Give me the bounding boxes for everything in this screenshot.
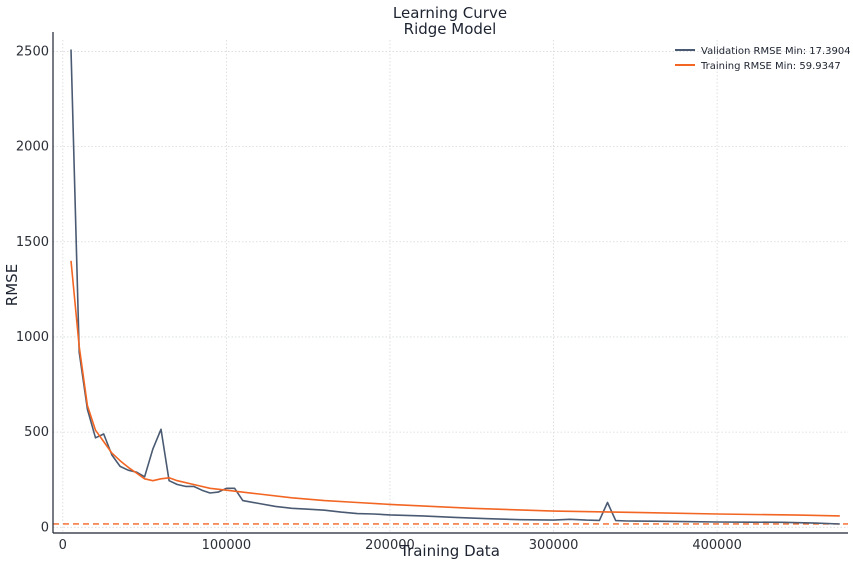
y-axis-title: RMSE	[3, 264, 21, 306]
chart-title: Learning Curve	[393, 4, 507, 22]
axes	[52, 32, 848, 534]
x-tick-label: 200000	[365, 538, 415, 553]
y-tick-label: 0	[41, 520, 49, 535]
x-axis-title: Training Data	[399, 542, 500, 560]
y-tick-label: 1500	[16, 235, 49, 250]
tick-labels: 0 100000 200000 300000 400000 0 500 1000 1500 200…	[16, 44, 742, 553]
legend-label-validation: Validation RMSE Min: 17.3904	[701, 46, 851, 57]
y-tick-label: 2000	[16, 140, 49, 155]
gridlines	[53, 40, 848, 533]
y-tick-label: 1000	[16, 330, 49, 345]
training-rmse-line	[70, 260, 840, 517]
x-tick-label: 300000	[529, 538, 579, 553]
y-tick-label: 500	[24, 425, 49, 440]
chart-subtitle: Ridge Model	[404, 20, 497, 38]
legend: Validation RMSE Min: 17.3904 Training RM…	[675, 46, 851, 72]
x-tick-label: 100000	[202, 538, 252, 553]
y-tick-label: 2500	[16, 44, 49, 59]
x-tick-label: 0	[59, 538, 67, 553]
x-tick-label: 400000	[692, 538, 742, 553]
series-lines	[70, 49, 840, 525]
legend-label-training: Training RMSE Min: 59.9347	[700, 61, 841, 72]
